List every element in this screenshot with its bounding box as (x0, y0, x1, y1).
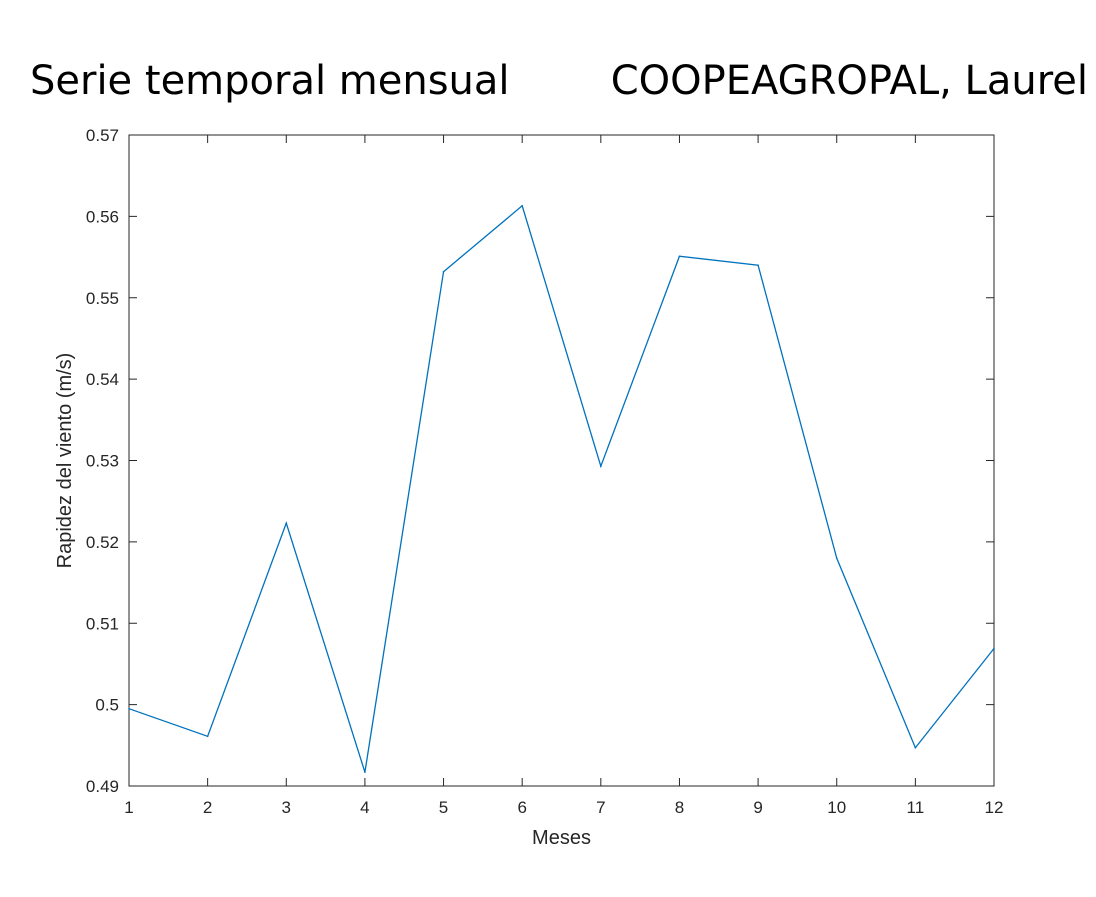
data-point (364, 771, 366, 773)
data-point (993, 647, 995, 650)
data-point (600, 465, 602, 467)
y-tick-label: 0.51 (86, 614, 119, 633)
axis-ticks: 1 2 3 4 5 6 7 8 9 10 11 120.490.50.510.520.530.540.… (86, 126, 1004, 817)
y-tick-label: 0.53 (86, 452, 119, 471)
x-tick-label: 1 (124, 798, 133, 817)
y-tick-label: 0.49 (86, 777, 119, 796)
series-line (128, 204, 995, 773)
plot-area: 1 2 3 4 5 6 7 8 9 10 11 120.490.50.510.520.530.540.… (86, 126, 1004, 817)
y-tick-label: 0.52 (86, 533, 119, 552)
data-point (285, 522, 288, 524)
chart-title: Serie temporal mensual (30, 58, 510, 104)
x-tick-label: 5 (439, 798, 448, 817)
data-point (442, 270, 445, 273)
y-tick-label: 0.57 (86, 126, 119, 145)
y-axis-label: Rapidez del viento (m/s) (54, 353, 76, 569)
x-tick-label: 4 (360, 798, 369, 817)
data-point (206, 735, 209, 738)
y-tick-label: 0.5 (95, 696, 119, 715)
x-tick-label: 12 (985, 798, 1004, 817)
x-tick-label: 3 (282, 798, 291, 817)
chart-subtitle: COOPEAGROPAL, Laurel (611, 58, 1088, 104)
y-tick-label: 0.54 (86, 370, 119, 389)
data-point (128, 707, 130, 710)
data-point (521, 204, 523, 207)
x-axis-label: Meses (532, 827, 591, 849)
x-tick-label: 10 (827, 798, 846, 817)
data-point (914, 746, 917, 749)
data-point (678, 255, 681, 258)
y-tick-label: 0.56 (86, 207, 119, 226)
data-point (757, 264, 759, 267)
data-point (835, 557, 838, 559)
x-tick-label: 2 (203, 798, 212, 817)
x-tick-label: 8 (675, 798, 684, 817)
x-tick-label: 9 (753, 798, 762, 817)
x-tick-label: 6 (517, 798, 526, 817)
y-tick-label: 0.55 (86, 289, 119, 308)
x-tick-label: 7 (596, 798, 605, 817)
series-layer (128, 204, 995, 773)
plot-frame (128, 134, 995, 787)
x-tick-label: 11 (907, 798, 925, 817)
